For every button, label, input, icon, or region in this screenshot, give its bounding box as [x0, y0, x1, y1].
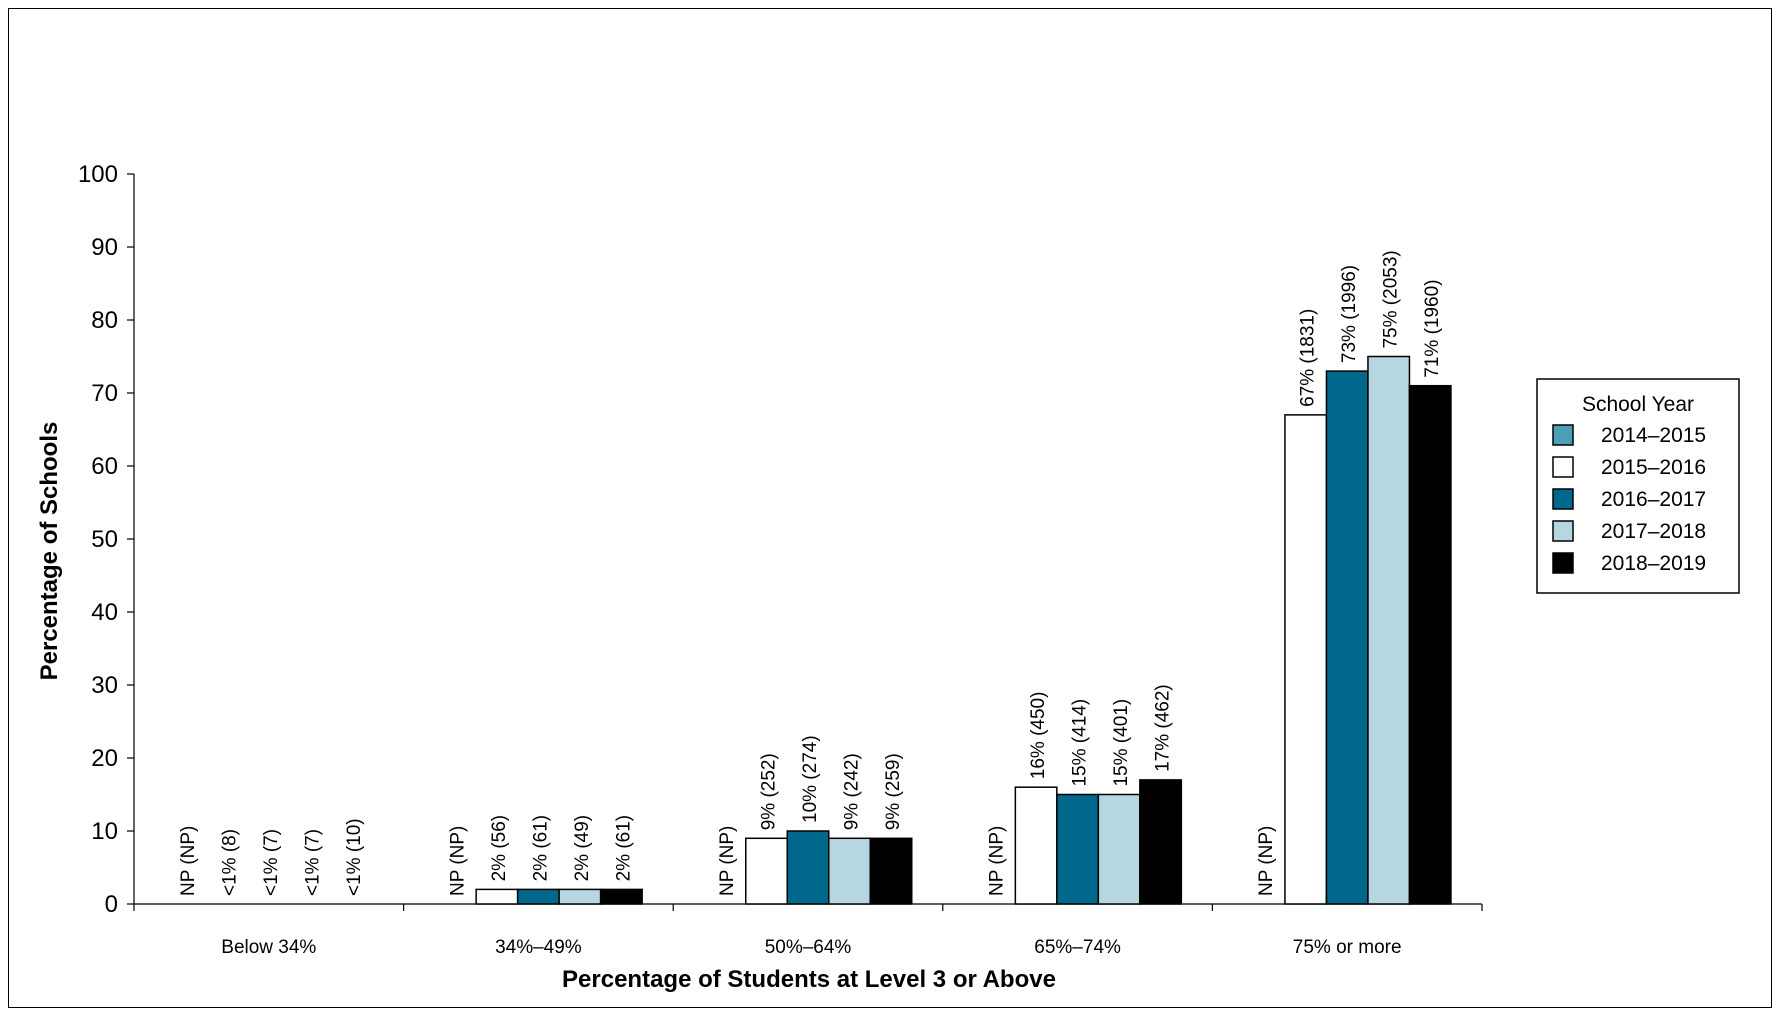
- x-tick-label: 75% or more: [1293, 937, 1402, 958]
- legend-swatch: [1552, 520, 1574, 542]
- bar: [1097, 793, 1141, 905]
- x-axis-title: Percentage of Students at Level 3 or Abo…: [562, 966, 1056, 993]
- y-tick-label: 70: [91, 380, 118, 407]
- y-tick-label: 60: [91, 453, 118, 480]
- y-tick-label: 90: [91, 234, 118, 261]
- chart-frame: 0 10 20 30 40 50 60 70 80 90 100 Below 34% 34%–49% 5…: [8, 8, 1772, 1008]
- bar-value-label: 15% (414): [1070, 699, 1091, 787]
- bar: [475, 888, 519, 905]
- y-axis: 0 10 20 30 40 50 60 70 80 90 100: [78, 161, 135, 918]
- bar-value-label: NP (NP): [987, 826, 1008, 896]
- bar-value-label: NP (NP): [447, 826, 468, 896]
- legend-swatch: [1552, 424, 1574, 446]
- legend-swatch: [1552, 488, 1574, 510]
- bar-value-label: 2% (61): [613, 815, 634, 882]
- bar: [1056, 793, 1100, 905]
- bar-value-label: 15% (401): [1111, 699, 1132, 787]
- bar: [1014, 786, 1058, 905]
- legend-label: 2015–2016: [1601, 456, 1706, 479]
- bar-value-label: <1% (7): [302, 829, 323, 896]
- y-tick-label: 0: [105, 891, 118, 918]
- bar: [1139, 779, 1183, 905]
- bar: [516, 888, 560, 905]
- y-tick-label: 30: [91, 672, 118, 699]
- bar: [558, 888, 602, 905]
- y-tick-label: 20: [91, 745, 118, 772]
- bar-value-label: 9% (242): [842, 753, 863, 830]
- bar: [1284, 414, 1328, 905]
- x-tick-label: Below 34%: [221, 937, 316, 958]
- x-tick-label: 65%–74%: [1034, 937, 1121, 958]
- bar-value-label: 71% (1960): [1422, 279, 1443, 377]
- bar: [599, 888, 643, 905]
- legend-title: School Year: [1582, 393, 1694, 416]
- y-tick-label: 40: [91, 599, 118, 626]
- bar-value-label: 75% (2053): [1381, 250, 1402, 348]
- x-tick-label: 50%–64%: [765, 937, 852, 958]
- bars: [475, 355, 1452, 905]
- legend-items: 2014–2015 2015–2016 2016–2017 2017–2018 2018…: [1552, 424, 1706, 575]
- bar-value-label: 67% (1831): [1298, 309, 1319, 407]
- bar-value-label: NP (NP): [717, 826, 738, 896]
- legend: School Year 2014–20152015–20162016–20172…: [1536, 378, 1740, 594]
- y-tick-label: 50: [91, 526, 118, 553]
- y-tick-label: 10: [91, 818, 118, 845]
- legend-label: 2016–2017: [1601, 488, 1706, 511]
- bar: [869, 837, 913, 905]
- bar-value-label: NP (NP): [178, 826, 199, 896]
- bar-value-label: 2% (61): [530, 815, 551, 882]
- bar: [786, 830, 830, 905]
- bar-value-label: NP (NP): [1256, 826, 1277, 896]
- x-tick-label: 34%–49%: [495, 937, 582, 958]
- y-tick-label: 80: [91, 307, 118, 334]
- bar-value-label: 10% (274): [800, 735, 821, 823]
- y-tick-label: 100: [78, 161, 118, 188]
- legend-label: 2018–2019: [1601, 552, 1706, 575]
- bar-labels: NP (NP) <1% (8) <1% (7) <1% (7) <1% (10) NP (…: [178, 250, 1443, 896]
- x-axis: Below 34% 34%–49% 50%–64% 65%–74% 75% or mor…: [133, 903, 1483, 958]
- bar-value-label: 2% (49): [572, 815, 593, 882]
- bar-value-label: 16% (450): [1028, 692, 1049, 780]
- bar-value-label: 73% (1996): [1339, 265, 1360, 363]
- bar-value-label: <1% (7): [261, 829, 282, 896]
- bar: [828, 837, 871, 905]
- bar-value-label: 2% (56): [489, 815, 510, 882]
- bar-value-label: <1% (10): [344, 818, 365, 896]
- bar-value-label: 9% (252): [759, 753, 780, 830]
- bar: [1325, 370, 1369, 905]
- bar-chart: 0 10 20 30 40 50 60 70 80 90 100 Below 34% 34%–49% 5…: [36, 161, 1740, 993]
- legend-label: 2014–2015: [1601, 424, 1706, 447]
- legend-label: 2017–2018: [1601, 520, 1706, 543]
- legend-swatch: [1552, 552, 1574, 574]
- legend-swatch: [1552, 456, 1574, 478]
- bar-value-label: <1% (8): [219, 829, 240, 896]
- bar: [745, 837, 788, 905]
- bar: [1367, 355, 1411, 905]
- bar: [1408, 384, 1452, 905]
- y-axis-title: Percentage of Schools: [36, 422, 63, 681]
- bar-value-label: 9% (259): [883, 753, 904, 830]
- bar-value-label: 17% (462): [1153, 684, 1174, 772]
